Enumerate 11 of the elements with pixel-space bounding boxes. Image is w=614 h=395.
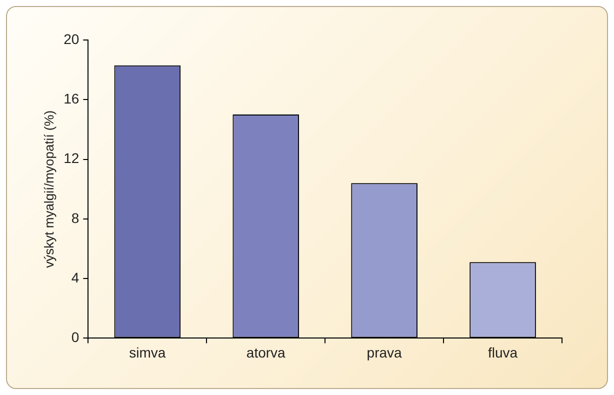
y-tick-label: 20	[64, 30, 80, 47]
x-tick-label: atorva	[246, 344, 286, 360]
x-tick-label: prava	[366, 344, 402, 360]
y-axis-title: výskyt myalgií/myopatií (%)	[41, 110, 56, 268]
y-tick-label: 4	[71, 269, 80, 286]
x-tick-label: fluva	[488, 344, 518, 360]
y-tick-label: 0	[71, 329, 80, 346]
y-tick-label: 16	[64, 90, 80, 106]
y-tick-label: 8	[71, 210, 80, 226]
x-tick-label: simva	[129, 344, 166, 360]
y-tick-label: 12	[64, 150, 80, 166]
